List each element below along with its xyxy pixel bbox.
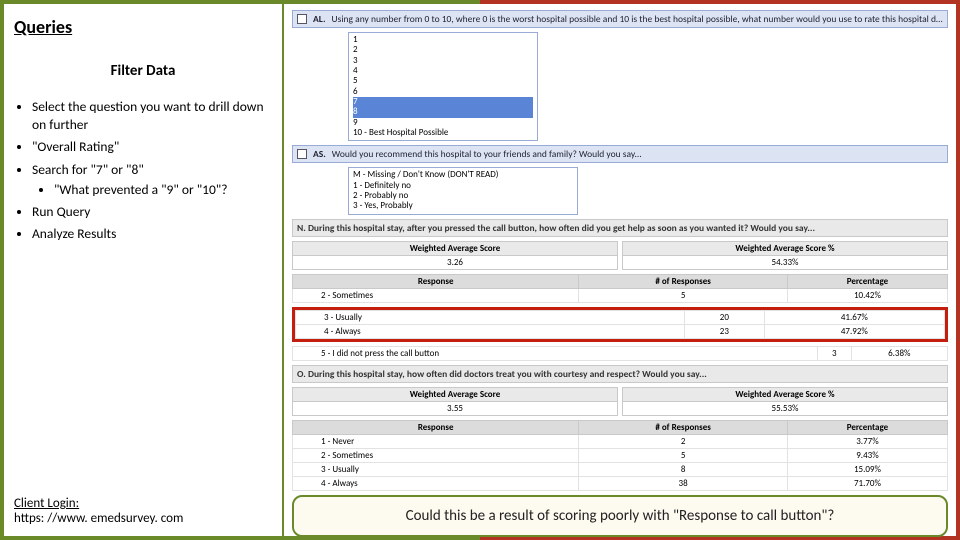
checkbox-icon[interactable]: [297, 14, 307, 24]
cell: 10.42%: [787, 288, 947, 302]
checkbox-icon[interactable]: [297, 149, 307, 159]
bullet-item: Run Query: [32, 203, 272, 221]
question-code: AL.: [313, 13, 326, 25]
cell: 3 - Usually: [296, 310, 685, 324]
col-header: Response: [293, 274, 579, 288]
options-list-al[interactable]: 1 2 3 4 5 6 7 8 9 10 - Best Hospital Pos…: [348, 32, 538, 141]
cell: 5: [579, 288, 788, 302]
cell: 5 - I did not press the call button: [293, 346, 818, 360]
cell: 71.70%: [787, 476, 947, 490]
cell: 3.77%: [787, 434, 947, 448]
table-header-row: Response # of Responses Percentage: [293, 274, 948, 288]
wasp-value: 54.33%: [623, 256, 947, 269]
section-n-title: N. During this hospital stay, after you …: [292, 219, 948, 237]
wasp-value: 55.53%: [623, 402, 947, 415]
option-item-selected[interactable]: 8: [353, 107, 533, 117]
table-row: 5 - I did not press the call button 3 6.…: [293, 346, 948, 360]
was-value: 3.55: [293, 402, 617, 415]
cell: 1 - Never: [293, 434, 579, 448]
question-text: Using any number from 0 to 10, where 0 i…: [332, 13, 943, 25]
options-list-as[interactable]: M - Missing / Don't Know (DON'T READ) 1 …: [348, 167, 578, 214]
option-item-selected[interactable]: 7: [353, 97, 533, 107]
option-item[interactable]: 10 - Best Hospital Possible: [353, 128, 533, 138]
callout-box: Could this be a result of scoring poorly…: [292, 495, 948, 537]
wasp-label: Weighted Average Score %: [623, 242, 947, 256]
option-item[interactable]: 4: [353, 66, 533, 76]
section-o-scores: Weighted Average Score 3.55 Weighted Ave…: [292, 387, 948, 416]
option-item[interactable]: 3 - Yes, Probably: [353, 201, 573, 211]
col-header: Percentage: [787, 420, 947, 434]
was-cell: Weighted Average Score 3.26: [292, 241, 618, 270]
cell: 4 - Always: [296, 324, 685, 338]
cell: 47.92%: [764, 324, 944, 338]
table-row: 2 - Sometimes 5 9.43%: [293, 448, 948, 462]
option-item[interactable]: 2: [353, 45, 533, 55]
section-n-extra-table: 5 - I did not press the call button 3 6.…: [292, 346, 948, 361]
section-n-highlight-table: 3 - Usually 20 41.67% 4 - Always 23 47.9…: [295, 310, 945, 339]
cell: 3 - Usually: [293, 462, 579, 476]
was-label: Weighted Average Score: [293, 242, 617, 256]
cell: 2 - Sometimes: [293, 288, 579, 302]
cell: 8: [579, 462, 788, 476]
table-row: 3 - Usually 20 41.67%: [296, 310, 945, 324]
right-panel: AL. Using any number from 0 to 10, where…: [284, 4, 956, 536]
bullet-item: Search for "7" or "8" "What prevented a …: [32, 161, 272, 199]
was-cell: Weighted Average Score 3.55: [292, 387, 618, 416]
question-code: AS.: [313, 148, 326, 160]
footer-label: Client Login:: [14, 496, 272, 511]
section-n-scores: Weighted Average Score 3.26 Weighted Ave…: [292, 241, 948, 270]
cell: 5: [579, 448, 788, 462]
footer-url: https: //www. emedsurvey. com: [14, 511, 272, 526]
sub-bullet-list: "What prevented a "9" or "10"?: [32, 181, 272, 199]
table-row: 3 - Usually 8 15.09%: [293, 462, 948, 476]
page-title: Queries: [14, 16, 272, 38]
footer: Client Login: https: //www. emedsurvey. …: [14, 496, 272, 526]
cell: 41.67%: [764, 310, 944, 324]
slide: Queries Filter Data Select the question …: [0, 0, 960, 540]
col-header: Percentage: [787, 274, 947, 288]
section-o-title: O. During this hospital stay, how often …: [292, 365, 948, 383]
left-panel: Queries Filter Data Select the question …: [4, 4, 284, 536]
highlight-box: 3 - Usually 20 41.67% 4 - Always 23 47.9…: [292, 307, 948, 342]
cell: 3: [817, 346, 851, 360]
cell: 4 - Always: [293, 476, 579, 490]
cell: 15.09%: [787, 462, 947, 476]
cell: 20: [684, 310, 764, 324]
table-row: 4 - Always 38 71.70%: [293, 476, 948, 490]
bullet-item: Analyze Results: [32, 225, 272, 243]
question-row-as[interactable]: AS. Would you recommend this hospital to…: [292, 145, 948, 163]
wasp-cell: Weighted Average Score % 55.53%: [622, 387, 948, 416]
cell: 2: [579, 434, 788, 448]
section-o-table: Response # of Responses Percentage 1 - N…: [292, 420, 948, 491]
bullet-item: "Overall Rating": [32, 138, 272, 156]
option-item[interactable]: 3: [353, 56, 533, 66]
bullet-text: Search for "7" or "8": [32, 161, 144, 178]
cell: 23: [684, 324, 764, 338]
was-label: Weighted Average Score: [293, 388, 617, 402]
option-item[interactable]: 6: [353, 87, 533, 97]
table-row: 4 - Always 23 47.92%: [296, 324, 945, 338]
cell: 9.43%: [787, 448, 947, 462]
sub-bullet-item: "What prevented a "9" or "10"?: [54, 181, 272, 199]
table-header-row: Response # of Responses Percentage: [293, 420, 948, 434]
table-row: 1 - Never 2 3.77%: [293, 434, 948, 448]
was-value: 3.26: [293, 256, 617, 269]
col-header: # of Responses: [579, 274, 788, 288]
cell: 2 - Sometimes: [293, 448, 579, 462]
section-n-table: Response # of Responses Percentage 2 - S…: [292, 274, 948, 303]
question-row-al[interactable]: AL. Using any number from 0 to 10, where…: [292, 10, 948, 28]
option-item[interactable]: 1: [353, 35, 533, 45]
option-item[interactable]: 5: [353, 76, 533, 86]
wasp-label: Weighted Average Score %: [623, 388, 947, 402]
wasp-cell: Weighted Average Score % 54.33%: [622, 241, 948, 270]
col-header: # of Responses: [579, 420, 788, 434]
cell: 6.38%: [851, 346, 947, 360]
question-text: Would you recommend this hospital to you…: [332, 148, 943, 160]
section-subtitle: Filter Data: [14, 62, 272, 80]
col-header: Response: [293, 420, 579, 434]
bullet-list: Select the question you want to drill do…: [14, 98, 272, 248]
cell: 38: [579, 476, 788, 490]
bullet-item: Select the question you want to drill do…: [32, 98, 272, 134]
table-row: 2 - Sometimes 5 10.42%: [293, 288, 948, 302]
